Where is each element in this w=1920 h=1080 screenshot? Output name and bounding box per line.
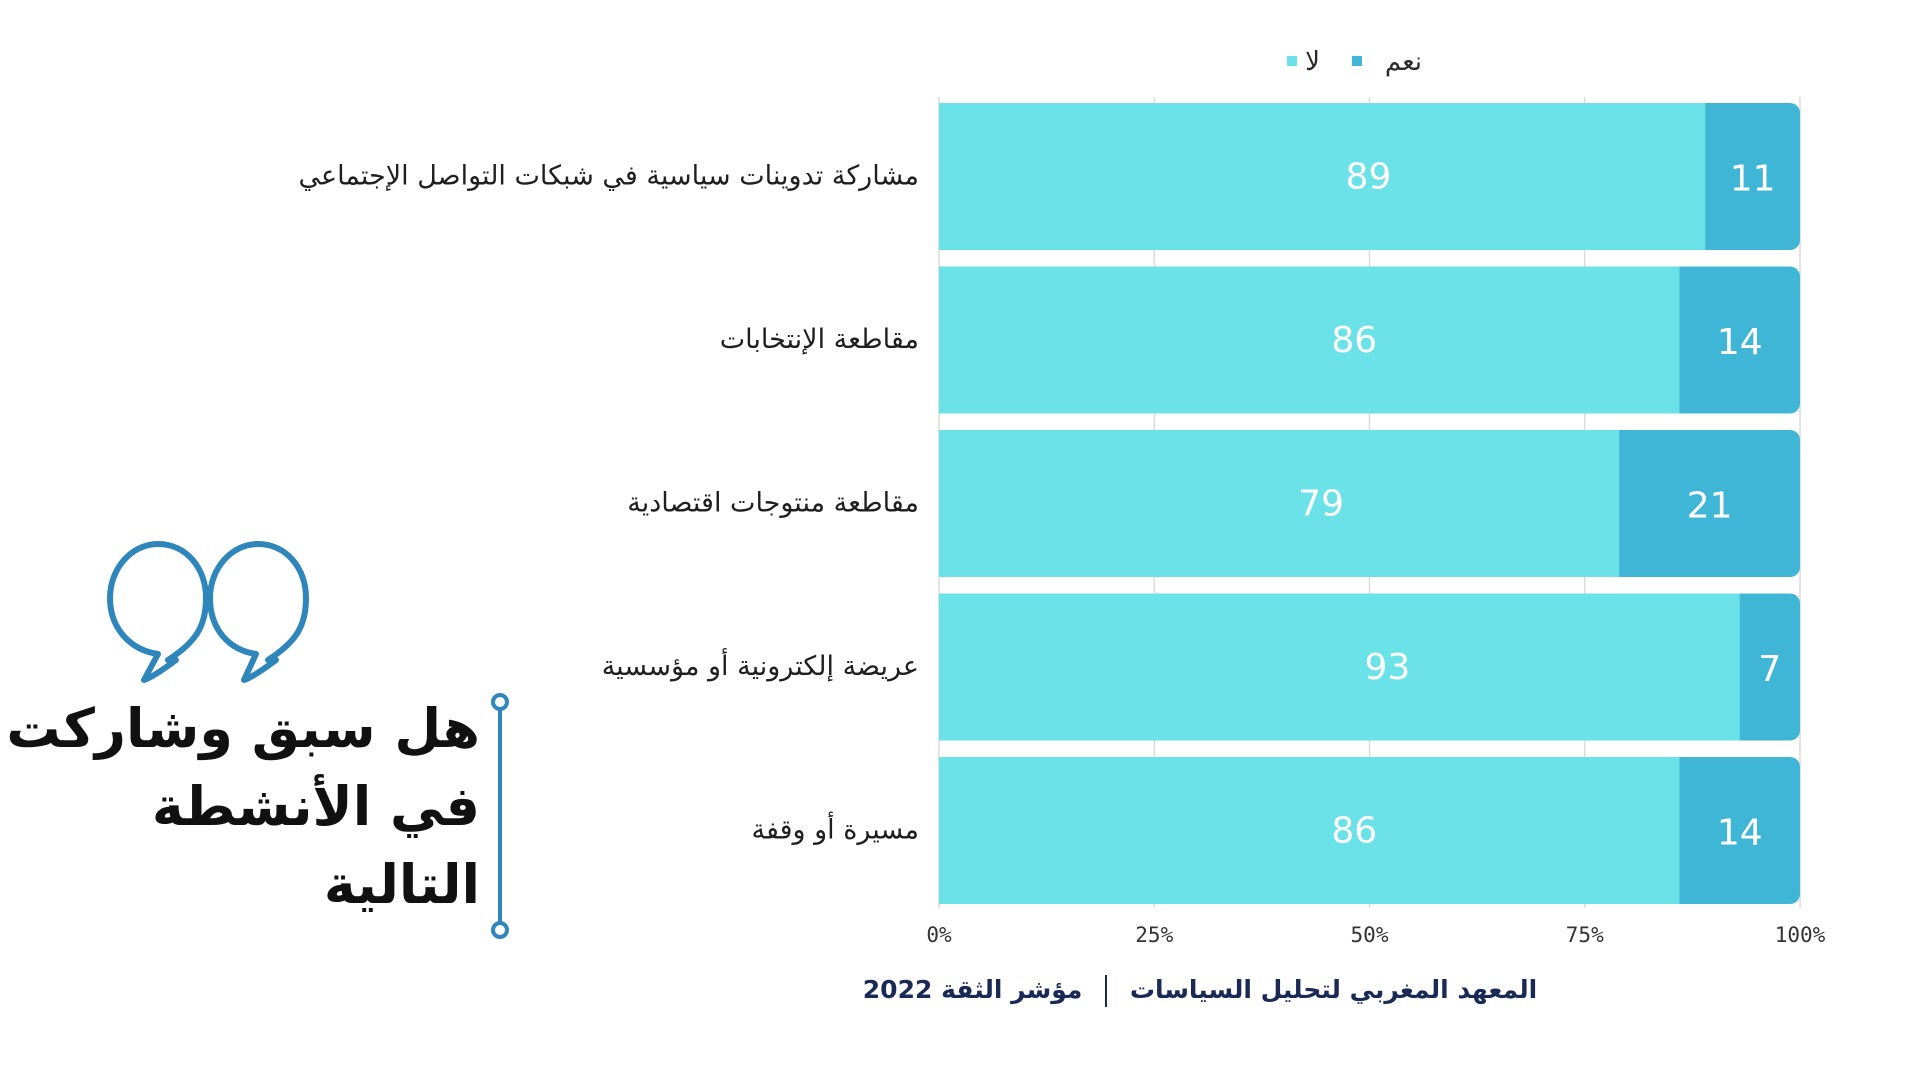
value-label-yes: 14 [1717, 813, 1763, 854]
value-label-no: 86 [1331, 320, 1377, 361]
question-title: هل سبق وشاركت في الأنشطة التالية [0, 690, 480, 924]
bar-segment-no [939, 757, 1680, 904]
category-label: مقاطعة الإنتخابات [720, 324, 919, 355]
legend-swatch [1352, 56, 1362, 66]
footer: المعهد المغربي لتحليل السياسات مؤشر الثق… [840, 975, 1560, 1007]
footer-separator [1105, 975, 1108, 1007]
footer-index: مؤشر الثقة 2022 [862, 975, 1083, 1004]
bar-segment-no [939, 430, 1620, 577]
question-line: هل سبق وشاركت [6, 697, 480, 760]
category-label: عريضة إلكترونية أو مؤسسية [602, 647, 919, 682]
legend-swatch [1287, 56, 1297, 66]
x-tick-label: 25% [1135, 923, 1173, 947]
footer-institute: المعهد المغربي لتحليل السياسات [1129, 975, 1538, 1004]
value-label-no: 93 [1364, 647, 1410, 688]
x-tick-label: 0% [926, 923, 952, 947]
value-label-yes: 14 [1717, 322, 1763, 363]
quote-icon [107, 541, 309, 683]
value-label-no: 86 [1331, 811, 1377, 852]
value-label-yes: 21 [1687, 486, 1733, 527]
x-tick-label: 75% [1566, 923, 1604, 947]
category-label: مقاطعة منتوجات اقتصادية [627, 488, 919, 519]
accent-line [491, 693, 509, 939]
value-label-no: 79 [1298, 484, 1344, 525]
labels: 89 11 مشاركة تدوينات سياسية في شبكات التوا… [298, 157, 1781, 854]
value-label-no: 89 [1346, 157, 1392, 198]
value-label-yes: 7 [1758, 649, 1781, 690]
value-label-yes: 11 [1730, 159, 1776, 200]
question-line: التالية [323, 853, 480, 916]
x-tick-label: 50% [1351, 923, 1389, 947]
category-label: مسيرة أو وقفة [751, 811, 919, 846]
bar-segment-no [939, 103, 1706, 250]
x-axis: 0% 25% 50% 75% 100% [926, 923, 1825, 947]
legend: نعم لا [1287, 47, 1422, 77]
question-line: في الأنشطة [151, 775, 480, 838]
legend-label: لا [1305, 47, 1320, 77]
bar-segment-no [939, 266, 1680, 414]
bar-segment-no [939, 593, 1740, 741]
category-label: مشاركة تدوينات سياسية في شبكات التواصل ا… [298, 161, 919, 192]
bars [939, 103, 1800, 904]
x-tick-label: 100% [1775, 923, 1826, 947]
legend-label: نعم [1385, 47, 1422, 77]
